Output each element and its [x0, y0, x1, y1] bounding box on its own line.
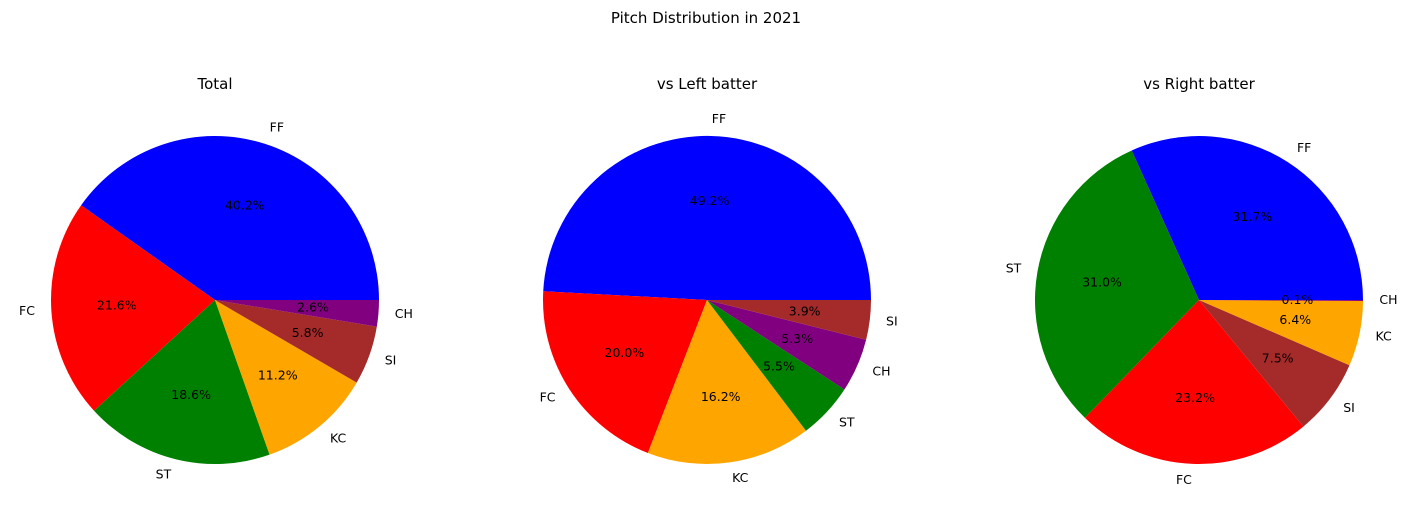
pct-label-vs-right-batter-ff: 31.7% — [1233, 209, 1273, 224]
pie-slice-total-si — [215, 300, 377, 383]
figure-suptitle: Pitch Distribution in 2021 — [611, 9, 801, 27]
pct-label-total-si: 5.8% — [292, 325, 324, 340]
pie-slice-vs-right-batter-st — [1034, 150, 1199, 418]
pct-label-total-ch: 2.6% — [297, 300, 329, 315]
pie-slice-vs-right-batter-kc — [1199, 300, 1363, 366]
pct-label-vs-right-batter-st: 31.0% — [1082, 275, 1122, 290]
slice-label-vs-left-batter-st: ST — [839, 414, 855, 429]
slice-label-vs-right-batter-ff: FF — [1297, 140, 1311, 155]
pie-slice-vs-right-batter-fc — [1084, 300, 1304, 465]
slice-label-total-fc: FC — [19, 303, 35, 318]
slice-label-total-ff: FF — [270, 120, 284, 135]
pct-label-vs-right-batter-ch: 0.1% — [1282, 292, 1314, 307]
pct-label-total-fc: 21.6% — [97, 298, 137, 313]
slice-label-total-kc: KC — [330, 431, 347, 446]
slice-label-vs-right-batter-fc: FC — [1176, 472, 1192, 487]
slice-label-vs-left-batter-kc: KC — [732, 470, 749, 485]
pie-chart-total: Total FF 40.2% FC 21.6% ST 18.6% KC 11.2% SI 5.8%… — [19, 75, 413, 482]
pie-slice-vs-left-batter-kc — [647, 300, 806, 464]
pie-slice-vs-right-batter-si — [1199, 300, 1350, 427]
pie-slice-total-fc — [51, 205, 215, 411]
pie-slice-vs-left-batter-ff — [543, 135, 871, 300]
pie-slice-vs-left-batter-fc — [542, 291, 707, 453]
slice-label-vs-right-batter-ch: CH — [1379, 292, 1397, 307]
slice-label-vs-left-batter-ch: CH — [872, 364, 890, 379]
slice-label-total-st: ST — [156, 467, 172, 482]
slice-label-vs-right-batter-st: ST — [1006, 260, 1022, 275]
slice-label-vs-right-batter-si: SI — [1343, 400, 1355, 415]
pie-slice-total-ch — [215, 300, 379, 327]
pct-label-vs-right-batter-kc: 6.4% — [1279, 312, 1311, 327]
pie-slice-vs-left-batter-st — [707, 300, 845, 431]
pct-label-vs-left-batter-st: 5.5% — [763, 359, 795, 374]
pie-slice-total-ff — [81, 136, 380, 300]
pie-chart-vs-left-batter: vs Left batter FF 49.2% FC 20.0% KC 16.2% ST 5.… — [540, 75, 898, 485]
pct-label-total-ff: 40.2% — [225, 198, 265, 213]
pie-title-vs-left-batter: vs Left batter — [657, 75, 758, 93]
slice-label-vs-right-batter-kc: KC — [1376, 329, 1393, 344]
pie-slice-vs-right-batter-ff — [1131, 135, 1363, 300]
pie-chart-vs-right-batter: vs Right batter FF 31.7% ST 31.0% FC 23.2% SI 7… — [1006, 75, 1398, 487]
slice-label-vs-left-batter-si: SI — [886, 314, 898, 329]
pct-label-vs-left-batter-fc: 20.0% — [605, 345, 645, 360]
pct-label-vs-left-batter-ff: 49.2% — [690, 193, 730, 208]
slice-label-vs-left-batter-ff: FF — [712, 111, 726, 126]
slice-label-total-si: SI — [385, 353, 397, 368]
pct-label-vs-left-batter-ch: 5.3% — [781, 331, 813, 346]
pie-slice-vs-right-batter-ch — [1199, 300, 1364, 302]
pie-slice-vs-left-batter-si — [707, 300, 871, 340]
pct-label-vs-left-batter-si: 3.9% — [789, 304, 821, 319]
pie-slice-vs-left-batter-ch — [707, 300, 867, 390]
pie-slice-total-st — [94, 300, 270, 464]
pie-title-total: Total — [196, 75, 232, 93]
pct-label-total-kc: 11.2% — [258, 367, 298, 382]
pct-label-vs-right-batter-fc: 23.2% — [1175, 390, 1215, 405]
pct-label-vs-left-batter-kc: 16.2% — [701, 389, 741, 404]
pie-slice-total-kc — [215, 300, 357, 455]
pie-title-vs-right-batter: vs Right batter — [1143, 75, 1255, 93]
pct-label-total-st: 18.6% — [171, 387, 211, 402]
slice-label-vs-left-batter-fc: FC — [540, 390, 556, 405]
slice-label-total-ch: CH — [395, 306, 413, 321]
pct-label-vs-right-batter-si: 7.5% — [1262, 351, 1294, 366]
